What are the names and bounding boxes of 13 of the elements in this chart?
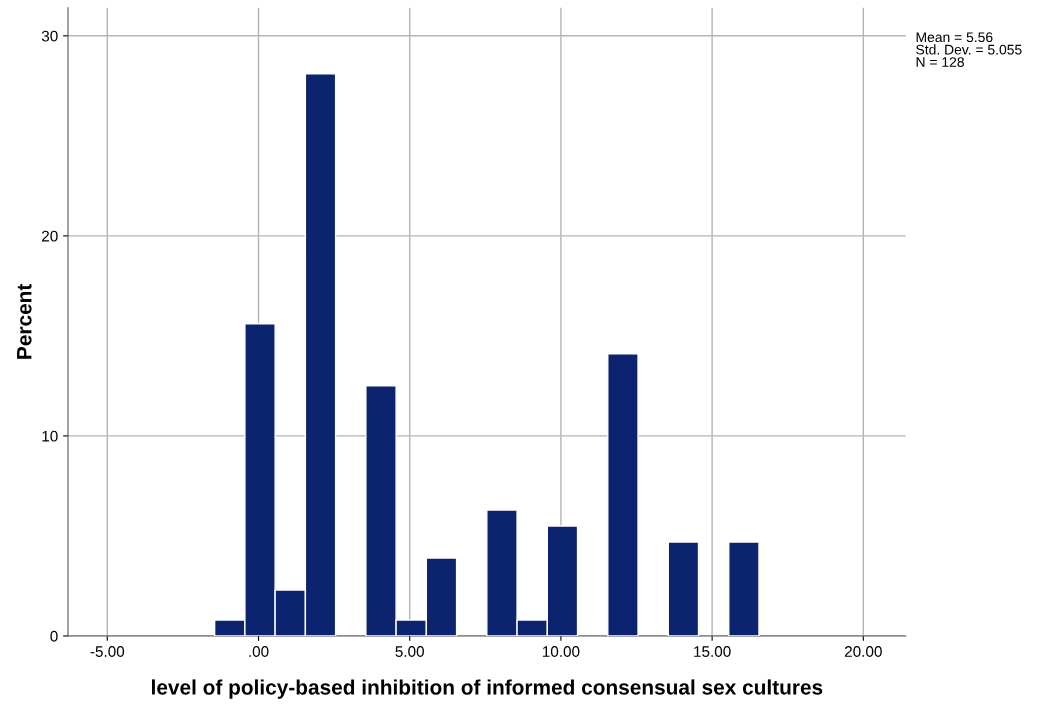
y-tick-label: 30 <box>41 30 58 42</box>
x-tick-label: .00 <box>249 646 269 657</box>
x-tick-label: 10.00 <box>542 646 580 657</box>
x-tick-label: 20.00 <box>844 646 882 657</box>
text: Mean = 5.56 Std. Dev. = 5.055 N = 128 <box>916 32 1022 67</box>
y-tick-label: 0 <box>50 630 58 642</box>
y-tick-label: 10 <box>42 430 58 442</box>
x-tick-label: 5.00 <box>395 646 424 657</box>
x-tick-label: 15.00 <box>694 646 731 657</box>
y-axis-title: Percent <box>17 283 32 359</box>
x-axis-title: level of policy-based inhibition of informed consensual sex cultures <box>152 679 823 699</box>
x-tick-label: -5.00 <box>90 646 125 657</box>
y-tick-label: 20 <box>42 230 58 242</box>
